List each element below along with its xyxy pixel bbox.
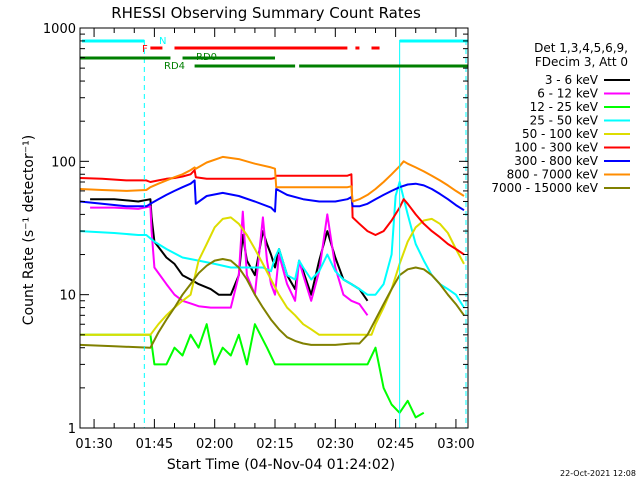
series-line-4: [79, 181, 465, 309]
x-tick-label-0300: 03:00: [437, 437, 474, 452]
series-line-3: [80, 323, 425, 419]
flag-label-n: N: [159, 36, 166, 47]
legend-header-line-1: Det 1,3,4,5,6,9,: [534, 41, 628, 55]
y-tick-label-1: 1: [68, 422, 76, 437]
x-tick-label-0145: 01:45: [136, 437, 173, 452]
legend-label-6: 100 - 300 keV: [514, 141, 598, 155]
y-tick-label-100: 100: [51, 155, 76, 170]
legend-label-3: 12 - 25 keV: [530, 100, 599, 114]
legend-label-4: 25 - 50 keV: [530, 114, 599, 128]
x-tick-label-0215: 02:15: [256, 437, 293, 452]
plot-frame: [79, 27, 469, 429]
legend-label-7: 300 - 800 keV: [514, 154, 598, 168]
footer-date: 22-Oct-2021 12:08: [560, 469, 636, 478]
legend-label-5: 50 - 100 keV: [522, 127, 599, 141]
x-tick-label-0200: 02:00: [196, 437, 233, 452]
y-tick-label-1000: 1000: [43, 22, 76, 37]
data-layer: [79, 155, 465, 419]
flag-label-rd4: RD4: [164, 61, 185, 72]
legend-label-9: 7000 - 15000 keV: [491, 181, 598, 195]
axes: 1 10 100 1000 01:30 01:45 02:00 02:15 02:30 02:45…: [43, 22, 475, 452]
legend-label-1: 3 - 6 keV: [545, 73, 599, 87]
y-tick-label-10: 10: [59, 289, 76, 304]
series-line-5: [80, 216, 465, 336]
x-axis-label: Start Time (04-Nov-04 01:24:02): [167, 457, 395, 473]
legend-label-2: 6 - 12 keV: [537, 87, 599, 101]
flag-label-f: F: [142, 44, 148, 55]
x-tick-label-0245: 02:45: [377, 437, 414, 452]
x-tick-label-0130: 01:30: [75, 437, 112, 452]
marker-lines: [143, 40, 467, 428]
status-flags: [80, 39, 468, 68]
legend-header-line-2: FDecim 3, Att 0: [535, 55, 628, 69]
legend-label-8: 800 - 7000 keV: [507, 168, 599, 182]
chart-title: RHESSI Observing Summary Count Rates: [111, 4, 421, 22]
x-tick-label-0230: 02:30: [317, 437, 354, 452]
y-axis-label: Count Rate (s⁻¹ detector⁻¹): [21, 135, 37, 325]
series-line-7: [79, 179, 465, 213]
series-line-8: [79, 155, 465, 203]
series-line-9: [79, 258, 465, 349]
flag-label-rd0: RD0: [196, 52, 217, 63]
